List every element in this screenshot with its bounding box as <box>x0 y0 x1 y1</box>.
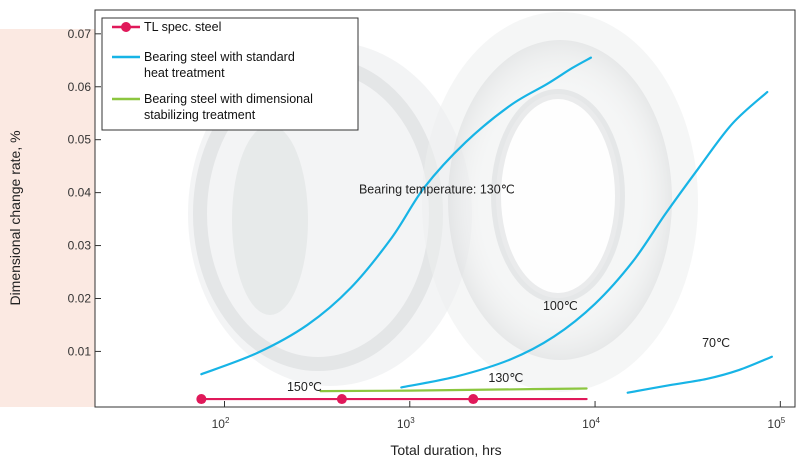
legend-marker-tl <box>121 22 131 32</box>
curve-labels: 150℃ Bearing temperature: 130℃ 100℃ 70℃ 130℃ <box>287 183 730 394</box>
curve-label: 150℃ <box>287 380 322 394</box>
curve-label: Bearing temperature: 130℃ <box>359 183 515 197</box>
x-tick-label: 102 <box>212 416 230 431</box>
legend-label: heat treatment <box>144 66 225 80</box>
y-tick-label: 0.01 <box>68 344 92 358</box>
x-tick-label: 103 <box>397 416 415 431</box>
series-point-tl <box>468 394 479 405</box>
y-tick-label: 0.04 <box>68 186 92 200</box>
legend-label: stabilizing treatment <box>144 108 256 122</box>
curve-label: 130℃ <box>488 371 523 385</box>
series-layer <box>196 56 773 405</box>
y-tick-label: 0.06 <box>68 80 92 94</box>
x-tick-label: 105 <box>767 416 785 431</box>
y-axis: 0.01 0.02 0.03 0.04 0.05 0.06 0.07 <box>68 27 101 358</box>
legend-label: Bearing steel with standard <box>144 50 295 64</box>
x-tick-label: 104 <box>582 416 600 431</box>
axis-background-band <box>0 29 95 407</box>
plot-frame <box>94 9 796 408</box>
y-axis-title: Dimensional change rate, % <box>7 130 23 305</box>
legend-label: Bearing steel with dimensional <box>144 92 313 106</box>
legend-box <box>101 17 359 131</box>
y-tick-label: 0.07 <box>68 27 92 41</box>
series-line-standard-1 <box>200 56 593 376</box>
legend: TL spec. steel Bearing steel with standar… <box>101 17 359 131</box>
series-line-standard-2 <box>400 90 769 389</box>
curve-label: 100℃ <box>543 299 578 313</box>
y-tick-label: 0.02 <box>68 291 92 305</box>
x-axis: 102 103 104 105 <box>212 401 786 431</box>
series-point-tl <box>196 394 207 405</box>
x-axis-title: Total duration, hrs <box>390 442 501 458</box>
legend-label: TL spec. steel <box>144 20 221 34</box>
series-line-standard-3 <box>626 355 773 394</box>
plot-area <box>94 9 796 408</box>
bearing-illustration <box>188 12 698 392</box>
series-line-stabilizing-4 <box>319 387 588 393</box>
y-tick-label: 0.03 <box>68 239 92 253</box>
y-tick-label: 0.05 <box>68 133 92 147</box>
series-point-tl <box>336 394 347 405</box>
curve-label: 70℃ <box>702 336 730 350</box>
